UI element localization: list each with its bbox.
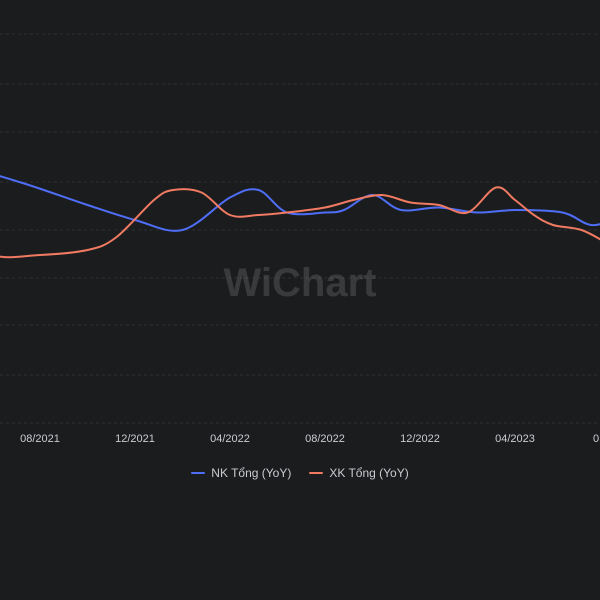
x-tick-label: 04/2023	[495, 433, 535, 445]
x-tick-label: 12/2021	[115, 433, 155, 445]
series-line-xk	[0, 186, 600, 259]
legend: NK Tổng (YoY) XK Tổng (YoY)	[0, 466, 600, 480]
legend-item-nk[interactable]: NK Tổng (YoY)	[191, 466, 291, 480]
x-tick-label: 12/2022	[400, 433, 440, 445]
series-line-nk	[0, 175, 600, 232]
x-tick-label: 08/2021	[20, 433, 60, 445]
x-tick-label: 0	[593, 433, 599, 445]
chart-series-lines	[0, 175, 600, 259]
chart-grid	[0, 33, 600, 424]
legend-label-xk: XK Tổng (YoY)	[329, 466, 409, 480]
x-tick-label: 08/2022	[305, 433, 345, 445]
legend-label-nk: NK Tổng (YoY)	[211, 466, 292, 480]
legend-swatch-nk	[191, 472, 206, 474]
watermark: WiChart	[224, 261, 377, 305]
legend-item-xk[interactable]: XK Tổng (YoY)	[309, 466, 409, 480]
x-tick-label: 04/2022	[210, 433, 250, 445]
x-axis-ticks: 08/2021 12/2021 04/2022 08/2022 12/2022 04/20…	[20, 433, 599, 445]
legend-swatch-xk	[309, 472, 324, 474]
